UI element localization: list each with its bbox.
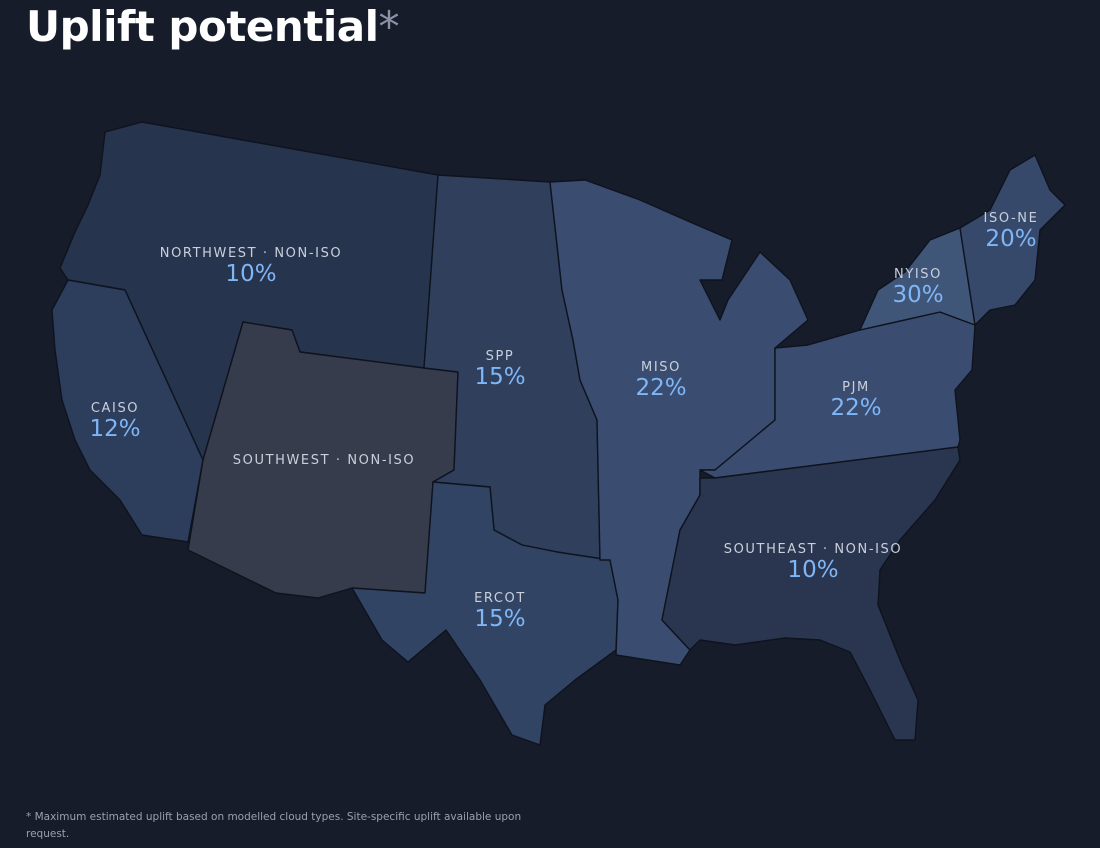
region-name: SPP	[485, 349, 515, 364]
region-name: SOUTHEAST · NON-ISO	[723, 542, 903, 557]
region-name: CAISO	[90, 401, 140, 416]
region-value: 12%	[89, 416, 141, 442]
region-name: PJM	[842, 380, 870, 395]
label-miso: MISO 22%	[635, 360, 686, 401]
region-southeast[interactable]	[661, 446, 961, 741]
region-value: 15%	[474, 364, 526, 390]
label-pjm: PJM 22%	[830, 380, 881, 421]
region-name: MISO	[641, 360, 681, 375]
region-caiso[interactable]	[51, 279, 204, 543]
label-southeast: SOUTHEAST · NON-ISO 10%	[724, 542, 903, 583]
label-nyiso: NYISO 30%	[892, 267, 943, 308]
title-asterisk: *	[378, 2, 400, 51]
region-value: 20%	[985, 226, 1037, 252]
label-southwest: SOUTHWEST · NON-ISO	[233, 453, 415, 468]
region-name: NYISO	[894, 267, 942, 282]
region-name: SOUTHWEST · NON-ISO	[232, 453, 416, 468]
region-value: 30%	[892, 282, 944, 308]
label-ercot: ERCOT 15%	[474, 591, 526, 632]
region-nyiso[interactable]	[859, 227, 976, 331]
region-ercot[interactable]	[351, 481, 619, 746]
label-caiso: CAISO 12%	[89, 401, 140, 442]
region-value: 22%	[635, 375, 687, 401]
region-isone[interactable]	[959, 154, 1066, 326]
region-name: NORTHWEST · NON-ISO	[159, 246, 343, 261]
region-name: ISO-NE	[983, 211, 1039, 226]
region-value: 10%	[787, 557, 839, 583]
label-northwest: NORTHWEST · NON-ISO 10%	[160, 246, 343, 287]
region-name: ERCOT	[474, 591, 526, 606]
region-value: 10%	[225, 261, 277, 287]
footnote: * Maximum estimated uplift based on mode…	[26, 811, 522, 840]
region-value: 15%	[474, 606, 526, 632]
label-spp: SPP 15%	[474, 349, 525, 390]
page-title: Uplift potential*	[26, 2, 400, 51]
title-text: Uplift potential	[26, 2, 379, 51]
label-isone: ISO-NE 20%	[984, 211, 1039, 252]
region-value: 22%	[830, 395, 882, 421]
